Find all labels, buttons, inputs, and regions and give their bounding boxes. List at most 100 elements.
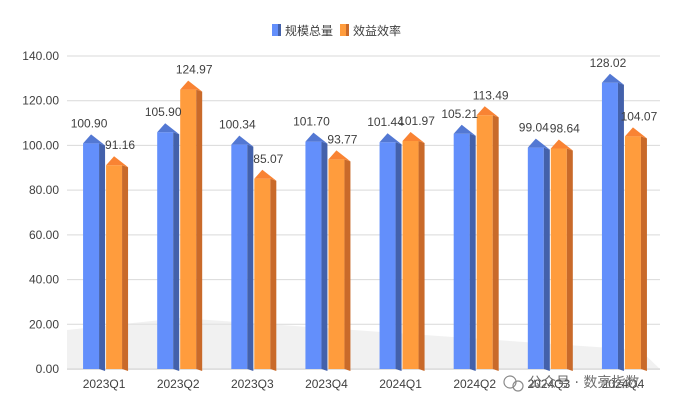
bar-series2-2023Q1-side bbox=[122, 165, 129, 371]
bar-series1-2024Q1-front bbox=[379, 142, 396, 369]
bar-series1-2024Q1 bbox=[379, 133, 402, 371]
bar-series2-2023Q2-front bbox=[180, 89, 197, 369]
y-axis: 0.00 20.00 40.00 60.00 80.00 100.00 120.00 140.… bbox=[22, 49, 59, 376]
bar-series2-2023Q4-front bbox=[328, 159, 345, 369]
legend-label: 效益效率 bbox=[353, 23, 401, 38]
bar-series2-2023Q2-side bbox=[196, 89, 203, 371]
bar-series2-2023Q1-cap bbox=[106, 156, 129, 168]
data-label: 93.77 bbox=[327, 132, 357, 146]
bar-series1-2024Q3 bbox=[527, 138, 550, 371]
bar-series2-2023Q4-cap bbox=[328, 150, 351, 162]
x-tick-label: 2023Q1 bbox=[83, 377, 126, 391]
bar-series1-2023Q2 bbox=[157, 123, 180, 371]
bar-series2-2024Q2-side bbox=[492, 115, 499, 371]
bar-series1-2024Q3-side bbox=[543, 147, 550, 371]
bar-series2-2023Q1 bbox=[106, 156, 129, 371]
bar-series1-2024Q4-front bbox=[601, 82, 618, 369]
bar-series1-2024Q2-cap bbox=[453, 124, 476, 136]
bar-series2-2023Q4 bbox=[328, 150, 351, 371]
bar-series2-2024Q3-side bbox=[566, 148, 573, 371]
data-label: 124.97 bbox=[176, 63, 213, 77]
bar-series2-2023Q3 bbox=[254, 169, 277, 371]
data-label: 98.64 bbox=[550, 121, 580, 135]
data-label: 101.70 bbox=[293, 115, 330, 129]
bar-series2-2023Q3-cap bbox=[254, 169, 277, 181]
legend-label: 规模总量 bbox=[285, 23, 333, 38]
bar-series1-2023Q2-cap bbox=[157, 123, 180, 135]
bar-series2-2024Q3-front bbox=[550, 148, 567, 369]
bar-series1-2023Q2-side bbox=[173, 132, 180, 371]
bar-series1-2023Q1-cap bbox=[83, 134, 106, 146]
bar-series2-2023Q2-cap bbox=[180, 80, 203, 92]
data-label: 100.34 bbox=[219, 118, 256, 132]
bar-series1-2023Q4-front bbox=[305, 141, 322, 369]
bar-series2-2024Q3 bbox=[550, 139, 573, 371]
legend-swatch-side bbox=[278, 24, 281, 36]
bar-series1-2024Q4 bbox=[601, 73, 624, 371]
bar-series1-2023Q3-cap bbox=[231, 135, 254, 147]
bar-series2-2024Q4-cap bbox=[624, 127, 647, 139]
y-tick-label: 100.00 bbox=[22, 138, 59, 152]
bar-series1-2024Q1-side bbox=[395, 142, 402, 371]
y-tick-label: 120.00 bbox=[22, 94, 59, 108]
bar-series2-2024Q3-cap bbox=[550, 139, 573, 151]
y-tick-label: 80.00 bbox=[29, 183, 59, 197]
bar-series1-2023Q4 bbox=[305, 132, 328, 371]
bar-series1-2024Q2-front bbox=[453, 133, 470, 369]
y-tick-label: 40.00 bbox=[29, 273, 59, 287]
bar-series1-2023Q4-side bbox=[321, 141, 328, 371]
x-tick-label: 2024Q1 bbox=[379, 377, 422, 391]
data-label: 91.16 bbox=[105, 138, 135, 152]
bar-series2-2024Q4 bbox=[624, 127, 647, 371]
legend-swatch bbox=[340, 24, 349, 36]
bar-series1-2023Q2-front bbox=[157, 132, 174, 369]
bar-series1-2023Q3 bbox=[231, 135, 254, 371]
y-tick-label: 60.00 bbox=[29, 228, 59, 242]
data-label: 104.07 bbox=[621, 109, 658, 123]
bar-series2-2024Q1-front bbox=[402, 141, 419, 369]
x-tick-label: 2023Q3 bbox=[231, 377, 274, 391]
bar-series1-2024Q2 bbox=[453, 124, 476, 371]
data-label: 128.02 bbox=[590, 56, 627, 70]
bar-series1-2023Q3-front bbox=[231, 144, 248, 369]
legend[interactable]: 规模总量 效益效率 bbox=[272, 23, 401, 38]
bar-series1-2024Q4-side bbox=[617, 82, 624, 371]
data-label: 105.21 bbox=[441, 107, 478, 121]
y-tick-label: 20.00 bbox=[29, 317, 59, 331]
floor-shadow bbox=[67, 318, 660, 369]
bar-series2-2024Q1 bbox=[402, 132, 425, 371]
data-labels: 100.90 91.16 105.90 124.97 100.34 85.07 101.70… bbox=[71, 56, 658, 166]
bar-series1-2023Q1-front bbox=[83, 143, 100, 369]
bar-series2-2024Q4-side bbox=[640, 136, 647, 371]
data-label: 85.07 bbox=[253, 152, 283, 166]
x-tick-label: 2023Q2 bbox=[157, 377, 200, 391]
legend-swatch-front bbox=[272, 24, 278, 36]
bar-series1-2023Q4-cap bbox=[305, 132, 328, 144]
bar-series2-2024Q2 bbox=[476, 106, 499, 371]
y-tick-label: 140.00 bbox=[22, 49, 59, 63]
bar-series1-2023Q3-side bbox=[247, 144, 254, 371]
data-label: 101.44 bbox=[367, 115, 404, 129]
watermark-text: 公众号 · 数亮指数 bbox=[528, 374, 639, 391]
bar-series1-2024Q4-cap bbox=[601, 73, 624, 85]
y-tick-label: 0.00 bbox=[36, 362, 60, 376]
bar-series2-2023Q3-side bbox=[270, 178, 277, 371]
data-label: 101.97 bbox=[398, 114, 435, 128]
legend-swatch-side bbox=[346, 24, 349, 36]
bar-series1-2024Q3-front bbox=[527, 147, 544, 369]
x-axis: 2023Q1 2023Q2 2023Q3 2023Q4 2024Q1 2024Q2 2024… bbox=[83, 377, 645, 391]
x-tick-label: 2023Q4 bbox=[305, 377, 348, 391]
data-label: 100.90 bbox=[71, 116, 108, 130]
bar-series2-2023Q3-front bbox=[254, 178, 271, 369]
legend-swatch-front bbox=[340, 24, 346, 36]
bar-series2-2023Q2 bbox=[180, 80, 203, 371]
bar-series1-2023Q1 bbox=[83, 134, 106, 371]
watermark: 公众号 · 数亮指数 bbox=[503, 374, 639, 392]
data-label: 99.04 bbox=[519, 121, 549, 135]
bar-series2-2024Q2-front bbox=[476, 115, 493, 369]
wechat-icon bbox=[503, 375, 524, 392]
data-label: 113.49 bbox=[473, 88, 509, 102]
x-tick-label: 2024Q3 bbox=[527, 377, 570, 391]
bar-series2-2024Q2-cap bbox=[476, 106, 499, 118]
